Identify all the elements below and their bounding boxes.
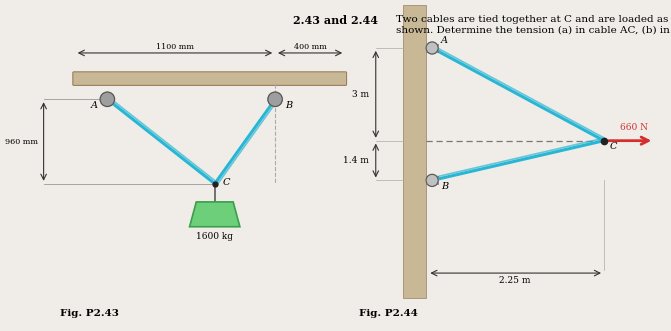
Text: 2.25 m: 2.25 m xyxy=(499,276,531,285)
Text: C: C xyxy=(609,142,617,151)
Text: 1600 kg: 1600 kg xyxy=(196,232,234,241)
Text: 1.4 m: 1.4 m xyxy=(343,156,369,165)
Circle shape xyxy=(426,42,438,54)
FancyBboxPatch shape xyxy=(403,5,426,298)
FancyBboxPatch shape xyxy=(426,176,438,184)
Text: B: B xyxy=(285,101,293,110)
Text: 960 mm: 960 mm xyxy=(5,137,38,146)
Text: 660 N: 660 N xyxy=(619,123,648,132)
Text: A: A xyxy=(441,36,448,45)
Circle shape xyxy=(426,174,438,186)
Text: Fig. P2.44: Fig. P2.44 xyxy=(359,309,418,318)
Polygon shape xyxy=(190,202,240,227)
Text: C: C xyxy=(223,178,230,187)
FancyBboxPatch shape xyxy=(73,72,346,85)
Text: A: A xyxy=(91,101,97,110)
Circle shape xyxy=(268,92,282,107)
FancyBboxPatch shape xyxy=(426,44,438,52)
Text: 3 m: 3 m xyxy=(352,90,369,99)
Text: B: B xyxy=(441,182,448,191)
Circle shape xyxy=(100,92,115,107)
Text: 400 mm: 400 mm xyxy=(294,43,327,51)
Text: Fig. P2.43: Fig. P2.43 xyxy=(60,309,119,318)
Text: 1100 mm: 1100 mm xyxy=(156,43,194,51)
Text: Two cables are tied together at C and are loaded as
shown. Determine the tension: Two cables are tied together at C and ar… xyxy=(395,15,671,34)
Text: 2.43 and 2.44: 2.43 and 2.44 xyxy=(293,15,378,26)
